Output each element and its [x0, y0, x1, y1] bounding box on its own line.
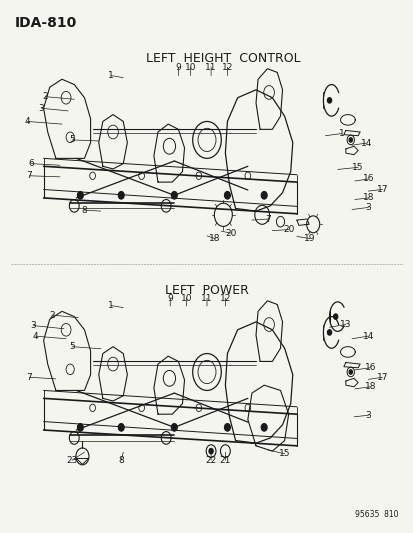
- Text: 18: 18: [362, 193, 373, 203]
- Text: 11: 11: [205, 62, 216, 71]
- Text: 7: 7: [26, 171, 32, 180]
- Circle shape: [261, 191, 266, 199]
- Text: 7: 7: [265, 214, 271, 223]
- Text: 12: 12: [221, 62, 233, 71]
- Text: 12: 12: [219, 294, 230, 303]
- Text: LEFT  POWER: LEFT POWER: [165, 284, 248, 297]
- Circle shape: [118, 424, 124, 431]
- Text: 14: 14: [360, 139, 371, 148]
- Text: 3: 3: [365, 203, 370, 212]
- Text: 17: 17: [376, 185, 387, 194]
- Text: 15: 15: [351, 163, 363, 172]
- Circle shape: [209, 448, 213, 454]
- Text: 17: 17: [376, 373, 387, 382]
- Text: 15: 15: [278, 449, 290, 458]
- Text: 8: 8: [118, 456, 124, 465]
- Circle shape: [327, 98, 331, 103]
- Text: 5: 5: [69, 135, 75, 144]
- Text: 20: 20: [225, 229, 237, 238]
- Text: 23: 23: [66, 456, 78, 465]
- Circle shape: [348, 370, 351, 374]
- Circle shape: [118, 191, 124, 199]
- Text: 5: 5: [69, 342, 75, 351]
- Circle shape: [77, 424, 83, 431]
- Circle shape: [171, 424, 177, 431]
- Text: 2: 2: [43, 92, 48, 101]
- Text: 11: 11: [201, 294, 212, 303]
- Text: 7: 7: [26, 373, 32, 382]
- Circle shape: [261, 424, 266, 431]
- Text: 10: 10: [180, 294, 192, 303]
- Text: 4: 4: [24, 117, 30, 126]
- Text: IDA-810: IDA-810: [15, 16, 77, 30]
- Text: LEFT  HEIGHT  CONTROL: LEFT HEIGHT CONTROL: [146, 52, 300, 64]
- Text: 6: 6: [28, 159, 34, 168]
- Text: 1: 1: [108, 71, 114, 80]
- Text: 19: 19: [304, 234, 315, 243]
- Circle shape: [77, 191, 83, 199]
- Circle shape: [327, 330, 331, 335]
- Text: 8: 8: [81, 206, 87, 215]
- Text: 10: 10: [185, 62, 196, 71]
- Text: 21: 21: [219, 456, 230, 465]
- Text: 3: 3: [365, 411, 370, 420]
- Text: 16: 16: [362, 174, 373, 183]
- Text: 4: 4: [33, 332, 38, 341]
- Text: 1: 1: [108, 301, 114, 310]
- Circle shape: [333, 314, 337, 319]
- Text: 22: 22: [205, 456, 216, 465]
- Text: 3: 3: [38, 104, 44, 113]
- Text: 95635  810: 95635 810: [355, 510, 398, 519]
- Text: 16: 16: [364, 364, 375, 372]
- Circle shape: [171, 191, 177, 199]
- Text: 3: 3: [31, 321, 36, 330]
- Text: 1: 1: [338, 129, 344, 138]
- Text: 20: 20: [282, 225, 294, 234]
- Text: 9: 9: [175, 62, 181, 71]
- Circle shape: [224, 191, 230, 199]
- Text: 2: 2: [49, 311, 55, 319]
- Text: 13: 13: [339, 320, 351, 329]
- Text: 18: 18: [364, 382, 375, 391]
- Text: 18: 18: [209, 234, 221, 243]
- Circle shape: [348, 138, 351, 142]
- Circle shape: [224, 424, 230, 431]
- Text: 14: 14: [362, 332, 373, 341]
- Text: 9: 9: [167, 294, 173, 303]
